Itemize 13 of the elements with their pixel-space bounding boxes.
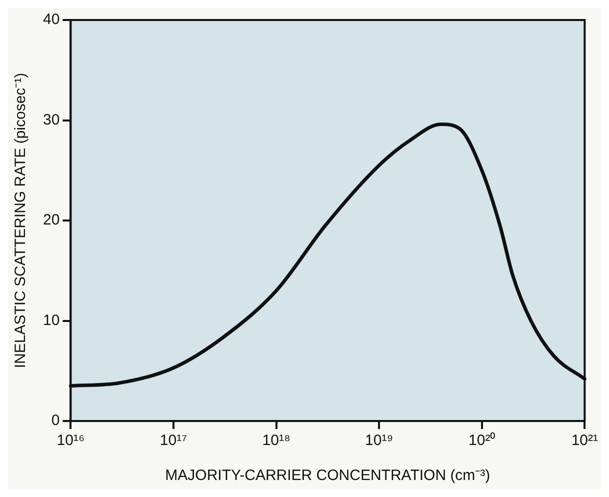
- y-tick-label: 40: [42, 11, 60, 28]
- y-tick-label: 30: [42, 111, 60, 128]
- x-tick-label: 10²¹: [571, 432, 598, 450]
- y-axis-title: INELASTIC SCATTERING RATE (picosec⁻¹): [12, 72, 30, 368]
- x-tick-label: 10¹⁷: [160, 432, 188, 450]
- y-tick-label: 0: [51, 412, 60, 430]
- x-tick-label: 10¹⁹: [365, 432, 394, 450]
- y-tick-label: 20: [42, 212, 60, 229]
- x-tick-label: 10²⁰: [468, 432, 496, 450]
- x-tick-label: 10¹⁸: [262, 432, 290, 450]
- x-axis-title: MAJORITY-CARRIER CONCENTRATION (cm⁻³): [165, 467, 490, 484]
- x-tick-label: 10¹⁶: [56, 432, 85, 450]
- y-tick-label: 10: [42, 312, 60, 329]
